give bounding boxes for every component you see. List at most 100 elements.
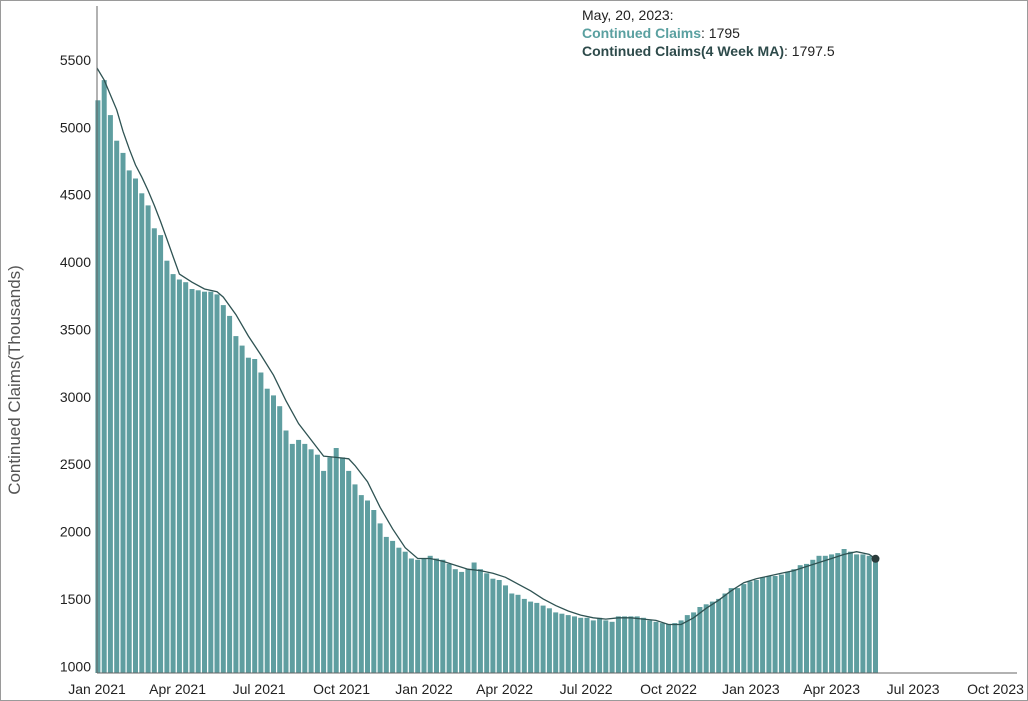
bar	[659, 623, 665, 673]
bar	[107, 115, 113, 674]
bar	[829, 554, 835, 673]
bar	[440, 559, 446, 673]
bar	[340, 457, 345, 673]
bar	[459, 571, 465, 673]
bar	[302, 443, 308, 673]
y-tick-label: 5000	[60, 119, 91, 135]
tooltip-date: May, 20, 2023:	[582, 7, 674, 23]
bar	[408, 558, 414, 673]
bar	[327, 457, 333, 673]
bar	[822, 555, 828, 673]
bar	[678, 620, 684, 673]
bar	[722, 593, 728, 673]
bar	[271, 395, 276, 673]
bar	[521, 598, 527, 673]
ma-line	[96, 67, 876, 626]
axes	[96, 6, 1017, 674]
hover-point-marker[interactable]	[871, 554, 880, 563]
bar	[697, 607, 703, 673]
bar	[565, 615, 571, 673]
bar	[352, 484, 358, 673]
bar	[427, 555, 433, 673]
y-tick-label: 3500	[60, 321, 91, 337]
x-tick-label: Jul 2021	[233, 681, 286, 697]
bar	[766, 576, 772, 673]
bar	[114, 140, 120, 673]
y-axis-label: Continued Claims(Thousands)	[5, 265, 24, 495]
bar	[452, 569, 458, 673]
bar	[653, 621, 659, 673]
x-tick-label: Oct 2022	[640, 681, 697, 697]
y-tick-label: 2000	[60, 524, 91, 540]
bar	[785, 571, 791, 673]
bar	[816, 555, 822, 673]
bar	[214, 294, 220, 673]
bar	[691, 612, 697, 673]
bar	[120, 152, 126, 673]
bar	[289, 443, 295, 673]
bar	[684, 615, 690, 673]
x-tick-label: Jul 2022	[560, 681, 613, 697]
bar	[590, 620, 596, 673]
bar	[584, 617, 590, 673]
x-tick-label: Jul 2023	[887, 681, 940, 697]
bar	[728, 588, 734, 673]
bar	[772, 576, 778, 673]
bar	[578, 617, 584, 673]
tooltip-series2-label: Continued Claims(4 Week MA)	[582, 43, 784, 59]
bar	[540, 605, 546, 673]
bar	[195, 290, 201, 673]
tooltip: May, 20, 2023: Continued Claims: 1795 Co…	[582, 6, 835, 60]
bar	[101, 80, 107, 674]
bar	[609, 621, 615, 673]
bar	[421, 558, 427, 673]
y-tick-label: 5500	[60, 52, 91, 68]
bar	[170, 274, 176, 673]
bar	[672, 623, 678, 673]
bar	[471, 562, 477, 673]
y-tick-labels: 1000 1500 2000 2500 3000 3500 4000 4500 5000 5500	[60, 52, 91, 674]
bar	[245, 357, 251, 673]
bar	[133, 178, 138, 673]
bar	[283, 430, 289, 673]
bar	[183, 282, 189, 673]
bar	[515, 594, 521, 673]
bar	[603, 620, 609, 673]
bar	[264, 388, 270, 673]
bar	[490, 578, 496, 673]
ma-line-series	[96, 67, 876, 626]
bar	[277, 406, 283, 673]
y-tick-label: 3000	[60, 389, 91, 405]
bar	[390, 540, 396, 673]
y-tick-label: 1000	[60, 658, 91, 674]
x-tick-label: Apr 2021	[149, 681, 206, 697]
bar	[716, 598, 722, 673]
bar	[735, 588, 740, 673]
bar	[365, 500, 370, 673]
bar	[841, 549, 847, 673]
bar	[371, 510, 377, 673]
bar	[314, 454, 320, 673]
bar	[634, 616, 640, 673]
tooltip-row-ma: Continued Claims(4 Week MA): 1797.5	[582, 43, 835, 59]
bar	[484, 573, 490, 673]
bar	[477, 569, 483, 673]
bar-series	[95, 80, 878, 674]
bar	[95, 100, 101, 674]
bar	[296, 439, 302, 673]
bar	[640, 617, 646, 673]
bar	[791, 569, 797, 673]
tooltip-series1-value: 1795	[708, 25, 740, 41]
bar	[873, 559, 878, 673]
bar	[804, 563, 809, 673]
tooltip-series2-value: 1797.5	[791, 43, 835, 59]
bar	[503, 585, 508, 673]
bar	[227, 315, 233, 673]
bar	[747, 581, 753, 673]
tooltip-row-claims: Continued Claims: 1795	[582, 25, 740, 41]
bar	[208, 291, 214, 673]
x-tick-label: Jan 2021	[68, 681, 126, 697]
bar	[383, 536, 389, 673]
bar	[233, 336, 239, 673]
